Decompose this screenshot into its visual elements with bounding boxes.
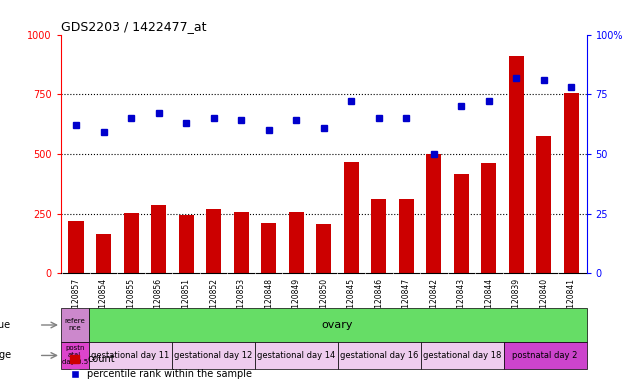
Bar <box>61 342 88 369</box>
Legend: count, percentile rank within the sample: count, percentile rank within the sample <box>66 350 256 383</box>
Text: GSM120846: GSM120846 <box>374 278 383 324</box>
Text: GSM120856: GSM120856 <box>154 278 163 324</box>
Text: GSM120850: GSM120850 <box>319 278 328 324</box>
Bar <box>537 136 551 273</box>
Bar <box>151 205 166 273</box>
Bar <box>233 212 249 273</box>
Bar <box>344 162 359 273</box>
Text: GDS2203 / 1422477_at: GDS2203 / 1422477_at <box>61 20 206 33</box>
Bar <box>61 308 88 342</box>
Text: postnatal day 2: postnatal day 2 <box>512 351 578 360</box>
Text: GSM120840: GSM120840 <box>539 278 548 324</box>
Bar <box>254 342 338 369</box>
Bar <box>206 209 221 273</box>
Bar <box>124 213 138 273</box>
Text: ovary: ovary <box>322 320 353 330</box>
Text: refere
nce: refere nce <box>64 318 85 331</box>
Text: tissue: tissue <box>0 320 11 330</box>
Bar <box>371 199 387 273</box>
Text: gestational day 16: gestational day 16 <box>340 351 418 360</box>
Text: GSM120841: GSM120841 <box>567 278 576 324</box>
Bar <box>96 234 111 273</box>
Bar <box>338 342 420 369</box>
Bar <box>288 212 304 273</box>
Text: gestational day 11: gestational day 11 <box>91 351 169 360</box>
Text: GSM120849: GSM120849 <box>292 278 301 324</box>
Bar <box>426 154 442 273</box>
Text: gestational day 14: gestational day 14 <box>257 351 335 360</box>
Text: GSM120839: GSM120839 <box>512 278 521 324</box>
Text: postn
atal
day 0.5: postn atal day 0.5 <box>62 346 88 366</box>
Text: GSM120854: GSM120854 <box>99 278 108 324</box>
Text: GSM120847: GSM120847 <box>402 278 411 324</box>
Bar <box>504 342 587 369</box>
Bar <box>564 93 579 273</box>
Bar <box>261 223 276 273</box>
Bar <box>172 342 254 369</box>
Text: GSM120844: GSM120844 <box>485 278 494 324</box>
Text: gestational day 12: gestational day 12 <box>174 351 252 360</box>
Text: GSM120857: GSM120857 <box>72 278 81 324</box>
Bar <box>454 174 469 273</box>
Bar <box>88 342 172 369</box>
Bar <box>481 163 496 273</box>
Text: GSM120845: GSM120845 <box>347 278 356 324</box>
Text: GSM120853: GSM120853 <box>237 278 246 324</box>
Text: gestational day 18: gestational day 18 <box>423 351 501 360</box>
Text: GSM120852: GSM120852 <box>209 278 218 324</box>
Text: age: age <box>0 351 11 361</box>
Bar <box>420 342 504 369</box>
Bar <box>399 199 414 273</box>
Bar <box>179 215 194 273</box>
Bar <box>316 224 331 273</box>
Text: GSM120842: GSM120842 <box>429 278 438 324</box>
Text: GSM120851: GSM120851 <box>181 278 190 324</box>
Text: GSM120855: GSM120855 <box>126 278 135 324</box>
Bar <box>69 221 83 273</box>
Text: GSM120843: GSM120843 <box>457 278 466 324</box>
Bar <box>509 56 524 273</box>
Text: GSM120848: GSM120848 <box>264 278 273 324</box>
